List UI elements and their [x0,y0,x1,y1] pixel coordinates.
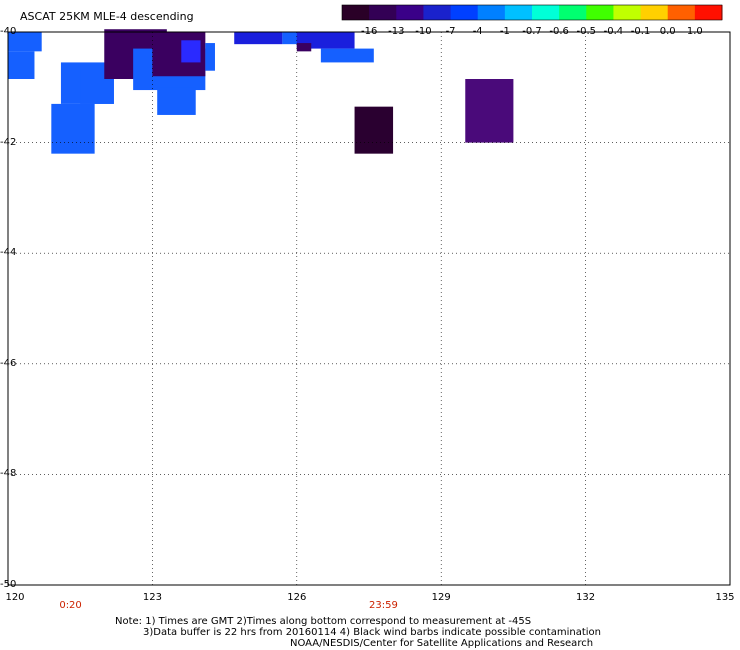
note-line-2: 3)Data buffer is 22 hrs from 20160114 4)… [143,627,601,638]
latitude-tick-label: -40 [0,26,17,37]
colorbar-segment [450,5,479,20]
longitude-tick-label: 135 [715,592,735,603]
colorbar-label: -1 [499,26,510,37]
longitude-tick-label: 132 [576,592,596,603]
colorbar-segment [532,5,560,20]
note-line-3: NOAA/NESDIS/Center for Satellite Applica… [290,638,594,649]
chart-title: ASCAT 25KM MLE-4 descending [20,10,194,23]
colorbar-label: -4 [472,26,483,37]
time-label: 0:20 [59,600,82,611]
longitude-tick-label: 129 [431,592,451,603]
data-cell [8,32,42,52]
colorbar-label: -13 [388,26,405,37]
colorbar-segment [667,5,696,20]
colorbar-label: -0.7 [522,26,542,37]
grid-lines [8,32,730,585]
data-cell [354,106,394,154]
colorbar-segment [694,5,723,20]
colorbar-segment [504,5,533,20]
longitude-tick-label: 120 [5,592,25,603]
latitude-tick-label: -48 [0,468,17,480]
latitude-tick-label: -42 [0,136,17,148]
colorbar-segment [586,5,614,20]
latitude-tick-label: -50 [0,579,17,590]
data-cell [234,32,283,45]
colorbar-segment [369,5,397,20]
data-cell [320,48,374,63]
longitude-tick-label: 126 [287,592,307,603]
latitude-tick-label: -46 [0,357,17,369]
data-cell [296,43,312,52]
colorbar-label: 1.0 [686,26,703,37]
colorbar-label: -0.4 [603,26,624,37]
data-cells [8,29,514,154]
colorbar-segment [559,5,587,20]
colorbar-label: -10 [415,26,432,37]
colorbar-segment [396,5,424,20]
colorbar-segment [640,5,669,20]
colorbar-label: -0.1 [630,26,651,37]
data-cell [157,87,196,115]
colorbar-frame [341,4,723,21]
colorbar-label: 0.0 [659,26,676,37]
colorbar-segment [342,5,370,20]
note-line-1: Note: 1) Times are GMT 2)Times along bot… [115,616,532,627]
longitude-tick-label: 123 [142,592,162,603]
data-cell [8,51,35,80]
latitude-tick-label: -44 [0,247,17,259]
data-cell [51,103,95,154]
data-cell [465,79,514,143]
color-scale-bar [341,4,723,21]
colorbar-segment [477,5,506,20]
colorbar-label: -0.5 [576,26,597,37]
data-cell [205,43,215,71]
time-label: 23:59 [369,600,398,611]
data-cell [181,40,201,63]
colorbar-label: -7 [445,26,456,37]
colorbar-segment [613,5,642,20]
colorbar-segment [423,5,452,20]
colorbar-label: -0.6 [549,26,569,37]
plot-frame [7,31,731,586]
colorbar-label: -16 [360,26,378,37]
